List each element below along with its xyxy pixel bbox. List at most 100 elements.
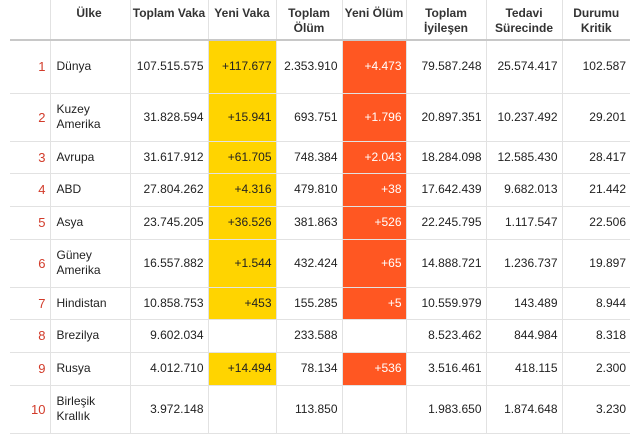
total-cases-cell: 107.515.575 [130,40,209,94]
new-cases-cell: +14.494 [208,352,277,386]
total-cases-cell: 31.828.594 [130,93,209,142]
total-recovered-cell: 1.983.650 [406,385,487,434]
total-recovered-cell: 79.587.248 [406,40,487,94]
table-header-row: Ülke Toplam Vaka Yeni Vaka Toplam Ölüm Y… [10,0,630,41]
new-deaths-cell: +5 [342,287,407,320]
header-index[interactable] [10,0,51,41]
new-cases-cell: +61.705 [208,141,277,174]
country-cell: Birleşik Krallık [50,385,131,434]
total-recovered-cell: 10.559.979 [406,287,487,320]
table-row: 10 Birleşik Krallık 3.972.148 113.850 1.… [10,385,630,434]
row-index: 1 [10,40,51,94]
table-row: 7 Hindistan 10.858.753 +453 155.285 +5 1… [10,287,630,320]
new-cases-cell: +1.544 [208,239,277,288]
critical-cell: 19.897 [562,239,630,288]
active-cell: 9.682.013 [486,173,563,207]
country-cell: Güney Amerika [50,239,131,288]
country-cell: Rusya [50,352,131,386]
country-cell: ABD [50,173,131,207]
active-cell: 1.117.547 [486,206,563,240]
table-row: 1 Dünya 107.515.575 +117.677 2.353.910 +… [10,40,630,94]
table-row: 4 ABD 27.804.262 +4.316 479.810 +38 17.6… [10,173,630,207]
total-recovered-cell: 22.245.795 [406,206,487,240]
header-new-deaths[interactable]: Yeni Ölüm [342,0,407,41]
header-critical[interactable]: Durumu Kritik [562,0,630,41]
total-deaths-cell: 113.850 [276,385,343,434]
total-deaths-cell: 155.285 [276,287,343,320]
row-index: 9 [10,352,51,386]
country-cell: Asya [50,206,131,240]
row-index: 3 [10,141,51,174]
critical-cell: 102.587 [562,40,630,94]
critical-cell: 22.506 [562,206,630,240]
new-deaths-cell: +4.473 [342,40,407,94]
active-cell: 1.236.737 [486,239,563,288]
critical-cell: 8.944 [562,287,630,320]
new-cases-cell [208,385,277,434]
new-deaths-cell: +2.043 [342,141,407,174]
total-cases-cell: 4.012.710 [130,352,209,386]
total-recovered-cell: 3.516.461 [406,352,487,386]
total-cases-cell: 3.972.148 [130,385,209,434]
new-deaths-cell [342,385,407,434]
new-deaths-cell: +1.796 [342,93,407,142]
total-cases-cell: 9.602.034 [130,319,209,353]
total-cases-cell: 31.617.912 [130,141,209,174]
header-active[interactable]: Tedavi Sürecinde [486,0,563,41]
new-deaths-cell: +38 [342,173,407,207]
table-row: 9 Rusya 4.012.710 +14.494 78.134 +536 3.… [10,352,630,386]
country-cell: Brezilya [50,319,131,353]
country-cell: Kuzey Amerika [50,93,131,142]
table-row: 3 Avrupa 31.617.912 +61.705 748.384 +2.0… [10,141,630,174]
header-total-recovered[interactable]: Toplam İyileşen [406,0,487,41]
new-cases-cell: +453 [208,287,277,320]
total-cases-cell: 10.858.753 [130,287,209,320]
header-new-cases[interactable]: Yeni Vaka [208,0,277,41]
critical-cell: 29.201 [562,93,630,142]
new-deaths-cell [342,319,407,353]
active-cell: 844.984 [486,319,563,353]
table-row: 8 Brezilya 9.602.034 233.588 8.523.462 8… [10,319,630,353]
total-cases-cell: 16.557.882 [130,239,209,288]
total-deaths-cell: 78.134 [276,352,343,386]
total-recovered-cell: 14.888.721 [406,239,487,288]
active-cell: 143.489 [486,287,563,320]
critical-cell: 8.318 [562,319,630,353]
total-deaths-cell: 693.751 [276,93,343,142]
country-cell: Dünya [50,40,131,94]
active-cell: 10.237.492 [486,93,563,142]
header-total-cases[interactable]: Toplam Vaka [130,0,209,41]
active-cell: 12.585.430 [486,141,563,174]
total-recovered-cell: 20.897.351 [406,93,487,142]
critical-cell: 2.300 [562,352,630,386]
table-row: 2 Kuzey Amerika 31.828.594 +15.941 693.7… [10,93,630,142]
covid-stats-table: Ülke Toplam Vaka Yeni Vaka Toplam Ölüm Y… [10,0,630,434]
total-deaths-cell: 748.384 [276,141,343,174]
table-row: 5 Asya 23.745.205 +36.526 381.863 +526 2… [10,206,630,240]
total-deaths-cell: 381.863 [276,206,343,240]
row-index: 7 [10,287,51,320]
row-index: 5 [10,206,51,240]
country-cell: Hindistan [50,287,131,320]
active-cell: 25.574.417 [486,40,563,94]
new-cases-cell: +15.941 [208,93,277,142]
header-total-deaths[interactable]: Toplam Ölüm [276,0,343,41]
new-cases-cell [208,319,277,353]
row-index: 10 [10,385,51,434]
new-cases-cell: +4.316 [208,173,277,207]
row-index: 2 [10,93,51,142]
table-row: 6 Güney Amerika 16.557.882 +1.544 432.42… [10,239,630,288]
active-cell: 1.874.648 [486,385,563,434]
new-deaths-cell: +65 [342,239,407,288]
critical-cell: 21.442 [562,173,630,207]
new-deaths-cell: +536 [342,352,407,386]
row-index: 8 [10,319,51,353]
new-deaths-cell: +526 [342,206,407,240]
critical-cell: 28.417 [562,141,630,174]
header-country[interactable]: Ülke [50,0,131,41]
total-deaths-cell: 2.353.910 [276,40,343,94]
total-deaths-cell: 432.424 [276,239,343,288]
total-deaths-cell: 479.810 [276,173,343,207]
table-body: 1 Dünya 107.515.575 +117.677 2.353.910 +… [10,40,630,434]
total-cases-cell: 27.804.262 [130,173,209,207]
